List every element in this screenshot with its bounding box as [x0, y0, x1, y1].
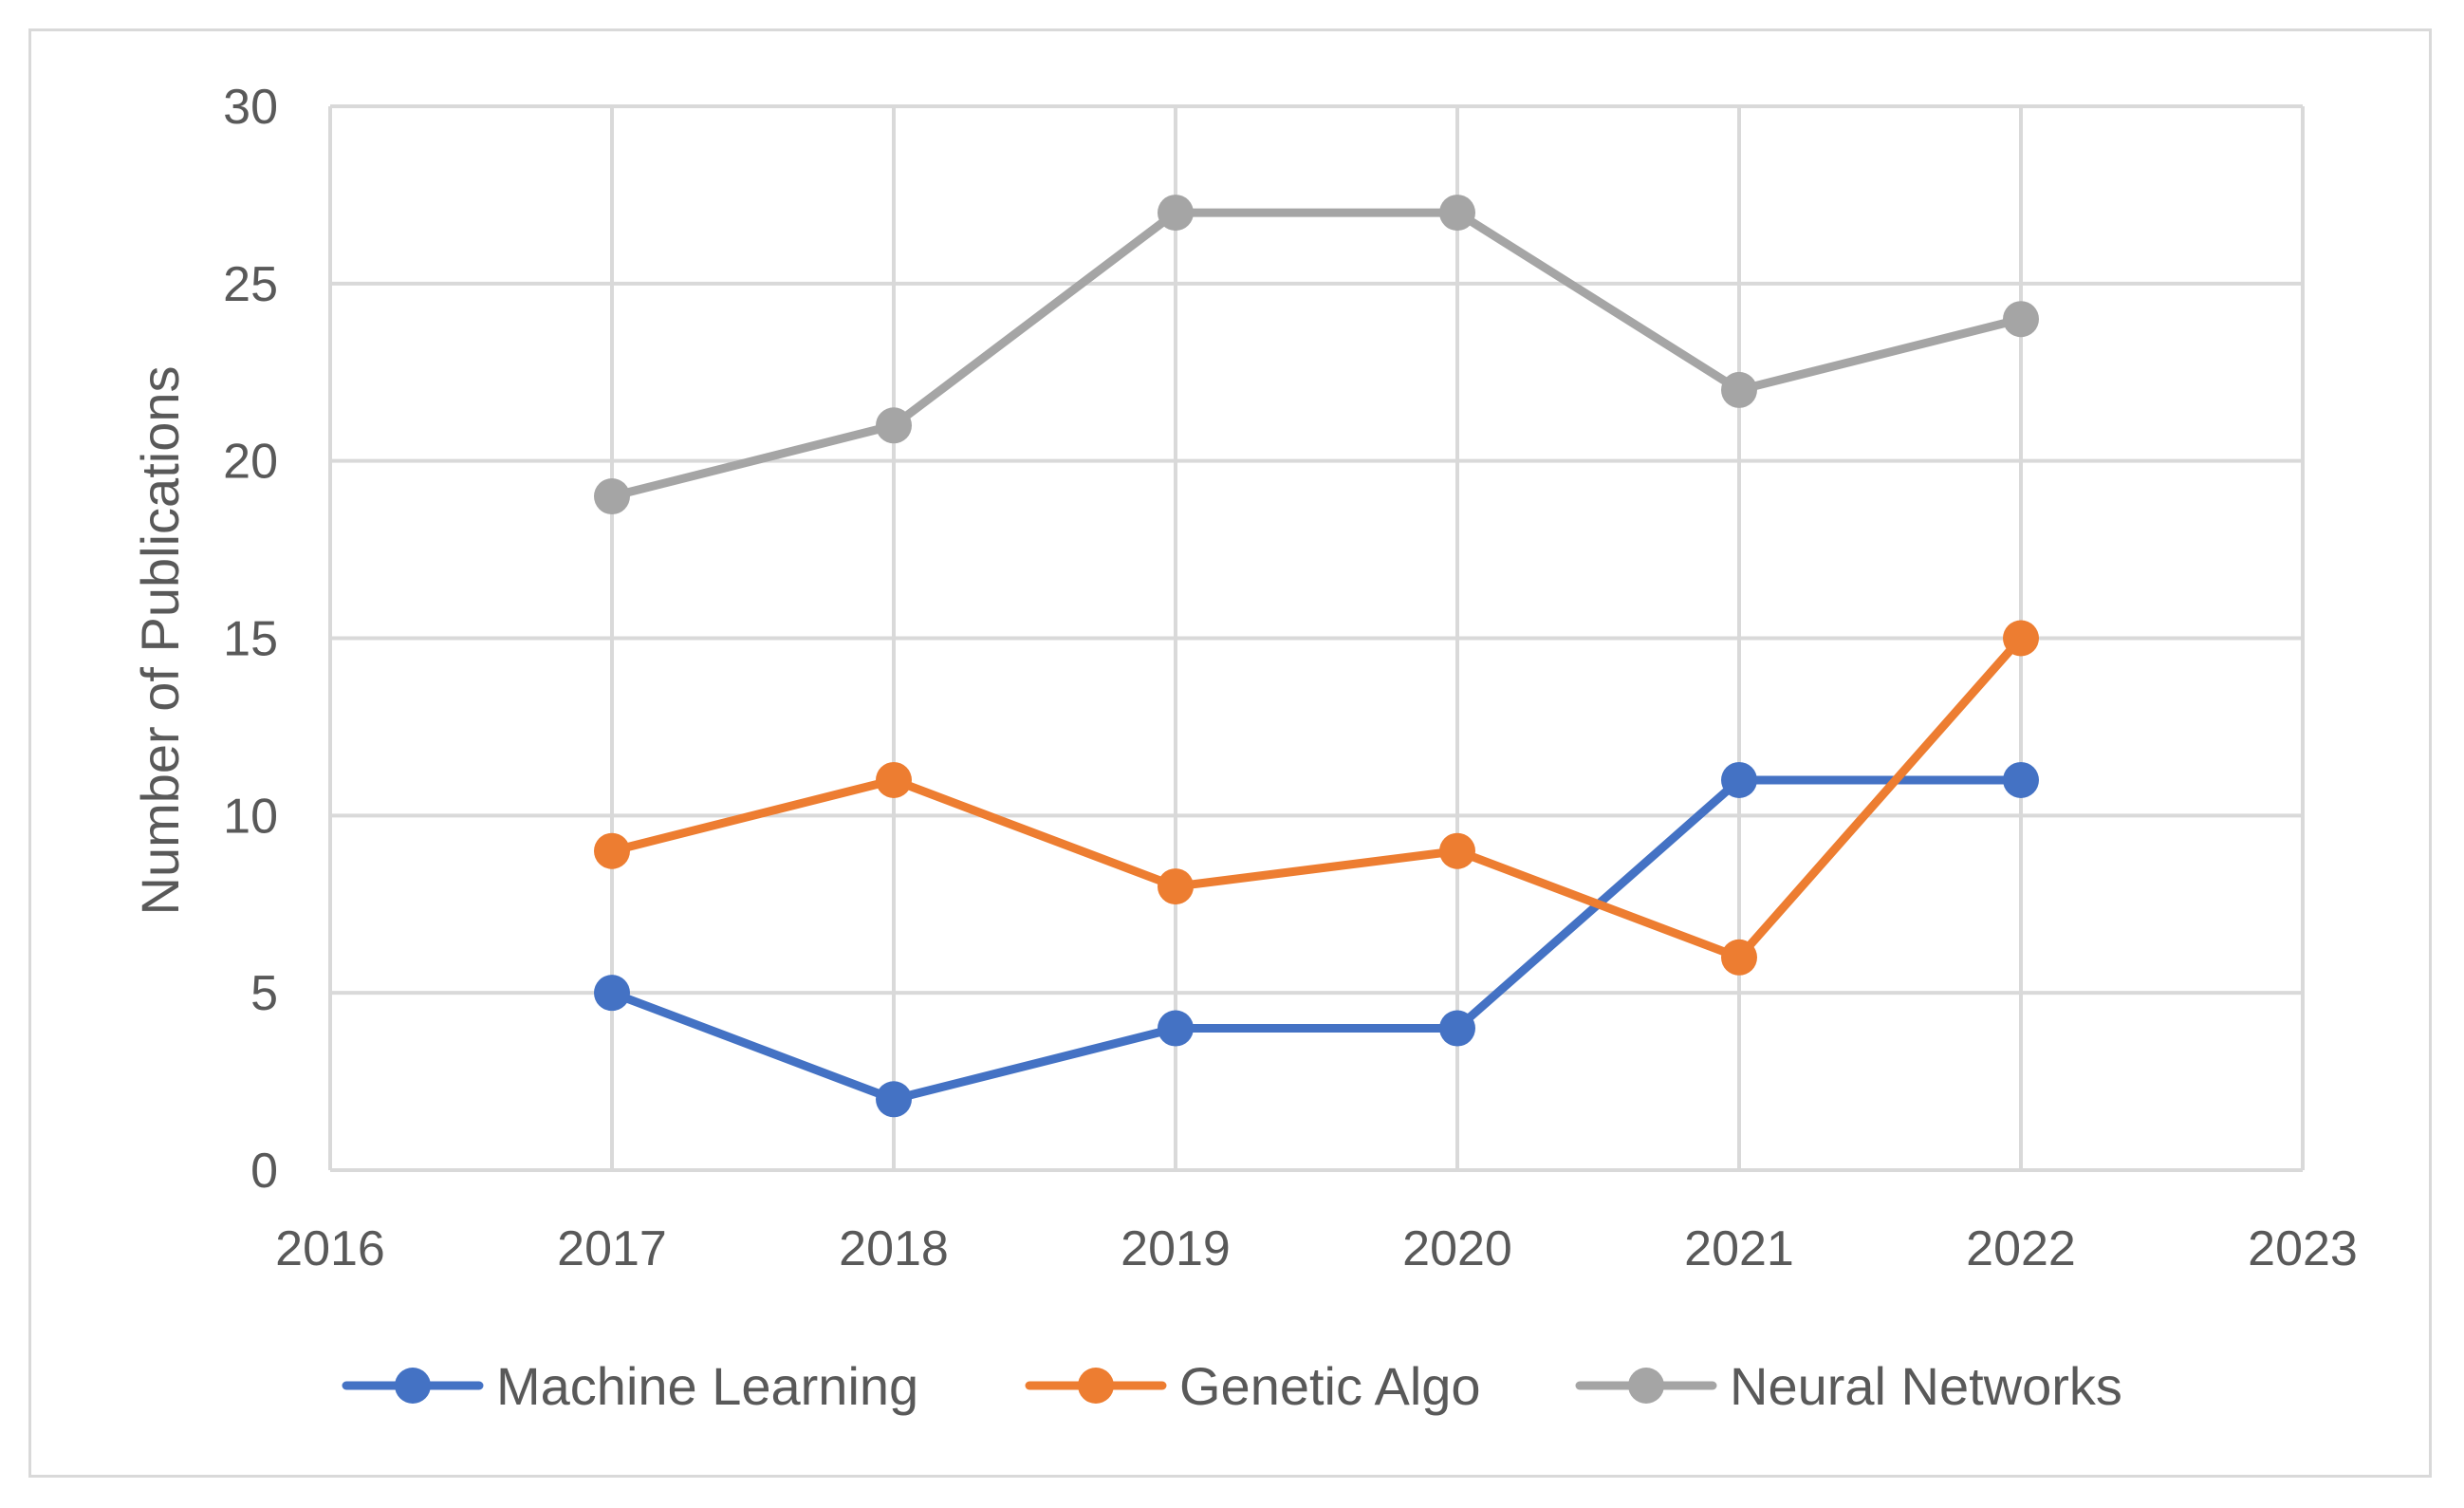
- legend-item-neural-networks: Neural Networks: [1575, 1356, 2122, 1416]
- y-tick-label: 10: [223, 789, 278, 844]
- data-point-machine-learning: [1158, 1010, 1194, 1047]
- series-machine-learning: [594, 761, 2039, 1118]
- legend-item-genetic-algo: Genetic Algo: [1025, 1356, 1481, 1416]
- data-point-neural-networks: [2003, 301, 2039, 338]
- series-layer: [594, 195, 2039, 1118]
- axes: [328, 106, 2303, 1172]
- data-point-genetic-algo: [2003, 620, 2039, 657]
- series-line-genetic-algo: [607, 634, 2026, 962]
- x-tick-label: 2021: [1684, 1221, 1794, 1276]
- data-point-neural-networks: [1439, 195, 1475, 232]
- data-point-machine-learning: [2003, 761, 2039, 798]
- data-point-genetic-algo: [1721, 939, 1757, 976]
- data-point-machine-learning: [594, 975, 630, 1012]
- y-axis-title: Number of Publications: [130, 366, 190, 916]
- y-tick-label: 5: [250, 966, 278, 1021]
- series-line-machine-learning: [607, 775, 2026, 1104]
- legend-marker-machine-learning: [395, 1368, 431, 1404]
- legend-item-machine-learning: Machine Learning: [342, 1356, 918, 1416]
- data-point-neural-networks: [1158, 195, 1194, 232]
- legend-label-neural-networks: Neural Networks: [1730, 1356, 2122, 1416]
- series-line-neural-networks: [607, 208, 2026, 501]
- y-tick-label: 20: [223, 435, 278, 490]
- y-tick-label: 25: [223, 257, 278, 312]
- legend-marker-genetic-algo: [1078, 1368, 1114, 1404]
- x-tick-label: 2017: [557, 1221, 667, 1276]
- data-point-genetic-algo: [594, 832, 630, 869]
- y-tick-label: 30: [223, 80, 278, 135]
- data-point-machine-learning: [1439, 1010, 1475, 1047]
- tick-labels: 0 5 10 15 20 25 30 2016 2017 2018 2019 2020 2021 2022…: [223, 80, 2358, 1276]
- series-neural-networks: [594, 195, 2039, 515]
- data-point-neural-networks: [1721, 371, 1757, 408]
- series-genetic-algo: [594, 620, 2039, 976]
- x-tick-label: 2023: [2248, 1221, 2358, 1276]
- legend-label-machine-learning: Machine Learning: [496, 1356, 918, 1416]
- data-point-neural-networks: [876, 407, 912, 444]
- y-tick-label: 15: [223, 612, 278, 667]
- data-point-machine-learning: [1721, 761, 1757, 798]
- x-tick-label: 2016: [275, 1221, 385, 1276]
- data-point-genetic-algo: [1439, 832, 1475, 869]
- legend-marker-neural-networks: [1628, 1368, 1664, 1404]
- x-tick-label: 2020: [1402, 1221, 1512, 1276]
- legend: Machine Learning Genetic Algo Neural Netwo…: [342, 1356, 2122, 1416]
- chart-frame: [28, 28, 2432, 1478]
- x-tick-label: 2018: [839, 1221, 949, 1276]
- data-point-machine-learning: [876, 1081, 912, 1118]
- x-tick-label: 2022: [1966, 1221, 2076, 1276]
- legend-label-genetic-algo: Genetic Algo: [1179, 1356, 1481, 1416]
- data-point-genetic-algo: [876, 761, 912, 798]
- y-tick-label: 0: [250, 1144, 278, 1199]
- data-point-neural-networks: [594, 478, 630, 515]
- x-tick-label: 2019: [1121, 1221, 1231, 1276]
- data-point-genetic-algo: [1158, 868, 1194, 905]
